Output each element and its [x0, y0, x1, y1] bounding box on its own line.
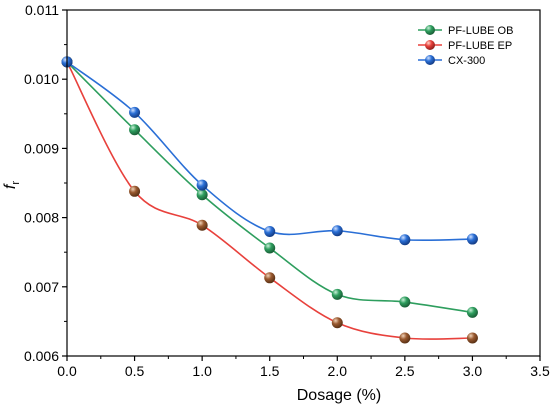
x-tick-label: 0.5 — [125, 363, 145, 379]
data-point-pf-lube-ep — [196, 219, 208, 231]
x-tick-label: 3.0 — [463, 363, 483, 379]
legend-swatch-marker — [425, 25, 435, 35]
data-point-pf-lube-ob — [196, 189, 208, 201]
legend-swatch-marker — [425, 55, 435, 65]
y-tick-label: 0.008 — [24, 210, 59, 226]
legend-item-cx-300: CX-300 — [418, 55, 485, 67]
data-point-pf-lube-ob — [129, 124, 141, 136]
y-axis-title: fr — [2, 181, 22, 189]
data-point-cx-300 — [129, 106, 141, 118]
y-tick-label: 0.007 — [24, 279, 59, 295]
legend-label: PF-LUBE OB — [448, 25, 513, 37]
legend-label: PF-LUBE EP — [448, 40, 512, 52]
x-tick-label: 2.5 — [395, 363, 415, 379]
data-point-cx-300 — [196, 179, 208, 191]
x-tick-label: 1.5 — [260, 363, 280, 379]
data-point-pf-lube-ep — [331, 317, 343, 329]
legend-swatch-marker — [425, 40, 435, 50]
y-tick-label: 0.010 — [24, 71, 59, 87]
data-point-pf-lube-ob — [466, 306, 478, 318]
series-pf-lube-ep — [61, 56, 478, 344]
x-axis-title: Dosage (%) — [297, 387, 381, 404]
y-axis-title-subscript: r — [10, 181, 22, 185]
data-point-pf-lube-ep — [399, 332, 411, 344]
data-point-cx-300 — [331, 225, 343, 237]
y-axis-title-main: f — [2, 183, 19, 189]
data-point-cx-300 — [399, 234, 411, 246]
legend-item-pf-lube-ob: PF-LUBE OB — [418, 25, 513, 37]
x-tick-label: 3.5 — [530, 363, 550, 379]
legend: PF-LUBE OB PF-LUBE EP CX-300 — [418, 25, 513, 67]
y-tick-label: 0.009 — [24, 140, 59, 156]
axes-layer: 0.0 0.5 1.0 1.5 2.0 2.5 3.0 3.5 0.006 0.007 0.008 0… — [24, 2, 550, 379]
x-tick-label: 0.0 — [57, 363, 77, 379]
data-point-cx-300 — [264, 225, 276, 237]
series-line-pf-lube-ep — [66, 61, 473, 340]
data-point-pf-lube-ob — [331, 288, 343, 300]
x-tick-label: 2.0 — [328, 363, 348, 379]
legend-item-pf-lube-ep: PF-LUBE EP — [418, 40, 512, 52]
x-tick-label: 1.0 — [192, 363, 212, 379]
data-point-pf-lube-ob — [399, 296, 411, 308]
series-line-cx-300 — [66, 61, 473, 242]
data-point-pf-lube-ep — [264, 272, 276, 284]
series-pf-lube-ob — [61, 56, 478, 318]
data-point-pf-lube-ob — [264, 242, 276, 254]
legend-label: CX-300 — [448, 55, 485, 67]
y-tick-label: 0.011 — [25, 2, 59, 18]
y-tick-label: 0.006 — [24, 348, 59, 364]
data-point-pf-lube-ep — [129, 185, 141, 197]
series-cx-300 — [61, 56, 478, 246]
series-layer — [61, 56, 478, 344]
data-point-pf-lube-ep — [466, 332, 478, 344]
data-point-cx-300 — [466, 233, 478, 245]
